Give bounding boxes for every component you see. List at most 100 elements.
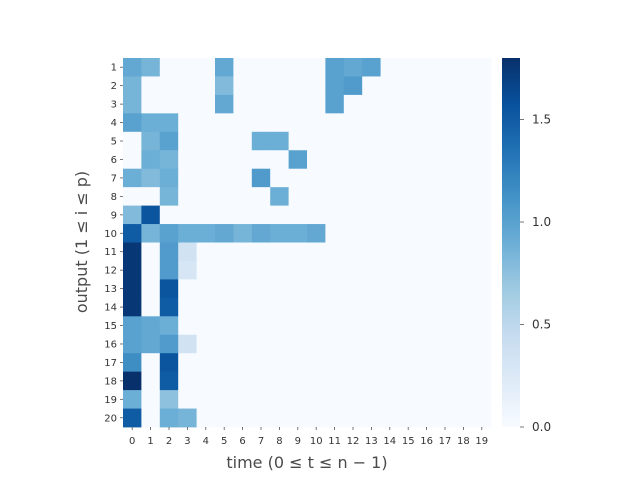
heatmap-cell <box>417 76 437 96</box>
heatmap-cell <box>399 76 418 96</box>
heatmap-cell <box>307 334 326 354</box>
heatmap-cell <box>141 371 161 391</box>
heatmap-cell <box>141 279 161 299</box>
heatmap-cell <box>380 113 400 133</box>
heatmap-cell <box>215 58 234 77</box>
heatmap-cell <box>399 224 418 243</box>
heatmap-cell <box>417 279 437 299</box>
heatmap-cell <box>454 390 473 409</box>
heatmap-cell <box>159 279 179 299</box>
heatmap-cell <box>141 390 161 409</box>
heatmap-cell <box>215 168 234 188</box>
heatmap-cell <box>417 390 437 409</box>
heatmap-cell <box>472 113 492 133</box>
x-tick-label: 2 <box>166 436 172 447</box>
heatmap-cell <box>380 58 400 77</box>
heatmap-cell <box>123 297 142 317</box>
heatmap-cell <box>343 150 363 170</box>
heatmap-cell <box>454 408 473 428</box>
heatmap-cell <box>196 334 216 354</box>
heatmap-cell <box>435 297 455 317</box>
heatmap-cell <box>417 150 437 170</box>
heatmap-cell <box>159 58 179 77</box>
heatmap-cell <box>307 371 326 391</box>
y-tick-label: 6 <box>111 155 117 166</box>
heatmap-cell <box>454 334 473 354</box>
heatmap-cell <box>196 260 216 280</box>
heatmap-cell <box>307 113 326 133</box>
heatmap-cell <box>123 353 142 373</box>
heatmap-cell <box>215 94 234 114</box>
heatmap-cell <box>270 150 289 170</box>
heatmap-cell <box>123 316 142 336</box>
heatmap-cell <box>325 58 345 77</box>
heatmap-cell <box>343 242 363 262</box>
x-tick-label: 8 <box>276 436 282 447</box>
heatmap-cell <box>123 187 142 206</box>
colorbar-tick-label: 0.5 <box>532 318 551 332</box>
heatmap-cell <box>159 131 179 151</box>
heatmap-cell <box>307 187 326 206</box>
heatmap-cell <box>454 94 473 114</box>
x-tick-label: 5 <box>221 436 227 447</box>
heatmap-cells <box>123 58 492 428</box>
y-tick-label: 4 <box>111 118 117 129</box>
heatmap-cell <box>472 131 492 151</box>
heatmap-cell <box>362 297 381 317</box>
heatmap-cell <box>233 113 253 133</box>
heatmap-cell <box>417 205 437 225</box>
x-tick-label: 4 <box>203 436 209 447</box>
heatmap-cell <box>362 334 381 354</box>
heatmap-cell <box>270 76 289 96</box>
heatmap-cell <box>362 205 381 225</box>
heatmap-cell <box>307 58 326 77</box>
heatmap-cell <box>159 390 179 409</box>
heatmap-cell <box>270 408 289 428</box>
heatmap-cell <box>380 224 400 243</box>
heatmap-cell <box>325 242 345 262</box>
heatmap-cell <box>325 408 345 428</box>
heatmap-cell <box>399 408 418 428</box>
heatmap-cell <box>307 316 326 336</box>
heatmap-cell <box>123 58 142 77</box>
heatmap-cell <box>435 113 455 133</box>
heatmap-cell <box>141 334 161 354</box>
heatmap-cell <box>399 187 418 206</box>
x-tick-label: 12 <box>347 436 360 447</box>
x-tick-label: 19 <box>475 436 488 447</box>
heatmap-cell <box>215 353 234 373</box>
heatmap-cell <box>251 334 271 354</box>
heatmap-cell <box>454 58 473 77</box>
heatmap-cell <box>435 353 455 373</box>
heatmap-cell <box>288 279 308 299</box>
heatmap-cell <box>251 187 271 206</box>
heatmap-cell <box>362 279 381 299</box>
heatmap-cell <box>288 187 308 206</box>
heatmap-cell <box>362 260 381 280</box>
heatmap-cell <box>178 390 197 409</box>
heatmap-cell <box>251 224 271 243</box>
heatmap-cell <box>399 334 418 354</box>
heatmap-cell <box>362 408 381 428</box>
heatmap-cell <box>325 131 345 151</box>
y-tick-label: 10 <box>104 229 117 240</box>
heatmap-cell <box>123 224 142 243</box>
heatmap-cell <box>141 408 161 428</box>
heatmap-cell <box>196 131 216 151</box>
heatmap-cell <box>270 297 289 317</box>
x-tick-label: 16 <box>420 436 433 447</box>
heatmap-cell <box>178 260 197 280</box>
heatmap-cell <box>288 58 308 77</box>
heatmap-cell <box>417 187 437 206</box>
heatmap-cell <box>270 224 289 243</box>
heatmap-cell <box>251 390 271 409</box>
heatmap-cell <box>472 224 492 243</box>
heatmap-cell <box>141 76 161 96</box>
heatmap-cell <box>270 187 289 206</box>
heatmap-cell <box>343 187 363 206</box>
heatmap-cell <box>472 408 492 428</box>
heatmap-cell <box>270 334 289 354</box>
heatmap-cell <box>215 408 234 428</box>
heatmap-cell <box>233 353 253 373</box>
heatmap-cell <box>270 94 289 114</box>
